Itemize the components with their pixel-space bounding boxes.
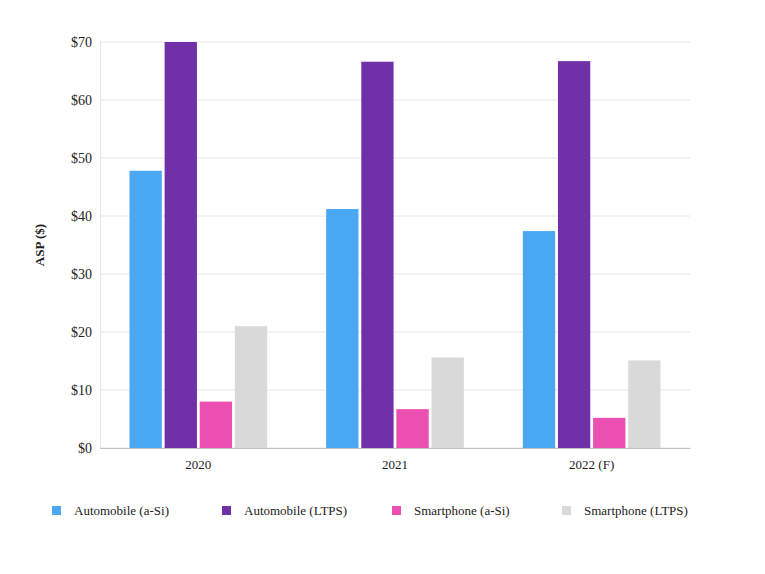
x-tick: 2020: [185, 448, 211, 472]
y-tick: $30: [71, 267, 100, 282]
legend-label: Automobile (LTPS): [244, 503, 347, 518]
bar: [432, 358, 464, 448]
x-axis-line: [101, 448, 691, 449]
y-tick-label: $60: [71, 93, 92, 108]
bar: [200, 402, 232, 448]
legend-label: Smartphone (a-Si): [414, 503, 510, 518]
y-tick-label: $50: [71, 151, 92, 166]
bar: [593, 418, 625, 448]
legend-swatch: [52, 506, 61, 515]
x-tick-label: 2020: [185, 457, 211, 472]
legend-swatch: [392, 506, 401, 515]
y-tick: $50: [71, 151, 100, 166]
legend-item: Automobile (a-Si): [52, 503, 169, 518]
bar: [396, 409, 428, 448]
bar: [326, 209, 358, 448]
x-tick: 2022 (F): [569, 448, 614, 472]
x-tick-label: 2021: [382, 457, 408, 472]
bar: [130, 171, 162, 448]
y-axis-line: [100, 43, 101, 449]
legend: Automobile (a-Si) Automobile (LTPS) Smartp…: [52, 503, 688, 518]
legend-label: Smartphone (LTPS): [584, 503, 688, 518]
y-tick-label: $70: [71, 35, 92, 50]
chart: $0 $10 $20 $30 $40 $50 $60 $70 2020 2021 2022 (F) A…: [0, 0, 765, 574]
bar-series: [235, 326, 661, 448]
bar: [558, 61, 590, 448]
x-tick-label: 2022 (F): [569, 457, 614, 472]
y-tick: $10: [71, 383, 100, 398]
y-tick: $0: [78, 441, 100, 456]
y-tick: $60: [71, 93, 100, 108]
legend-item: Smartphone (LTPS): [562, 503, 688, 518]
legend-item: Smartphone (a-Si): [392, 503, 510, 518]
y-tick: $70: [71, 35, 100, 50]
bar: [628, 360, 660, 448]
y-tick-label: $0: [78, 441, 92, 456]
legend-item: Automobile (LTPS): [222, 503, 347, 518]
y-tick-label: $10: [71, 383, 92, 398]
bar: [235, 326, 267, 448]
y-tick-label: $20: [71, 325, 92, 340]
y-tick-label: $40: [71, 209, 92, 224]
y-axis: $0 $10 $20 $30 $40 $50 $60 $70: [71, 35, 101, 456]
y-tick-label: $30: [71, 267, 92, 282]
y-tick: $20: [71, 325, 100, 340]
y-axis-title: ASP ($): [32, 224, 47, 266]
y-tick: $40: [71, 209, 100, 224]
grid: [100, 42, 690, 448]
legend-label: Automobile (a-Si): [74, 503, 169, 518]
bars: [130, 42, 661, 448]
legend-swatch: [222, 506, 231, 515]
bar-series: [165, 42, 591, 448]
x-tick: 2021: [382, 448, 408, 472]
x-axis: 2020 2021 2022 (F): [101, 448, 691, 472]
bar: [523, 231, 555, 448]
legend-swatch: [562, 506, 571, 515]
bar: [165, 42, 197, 448]
bar: [361, 62, 393, 448]
